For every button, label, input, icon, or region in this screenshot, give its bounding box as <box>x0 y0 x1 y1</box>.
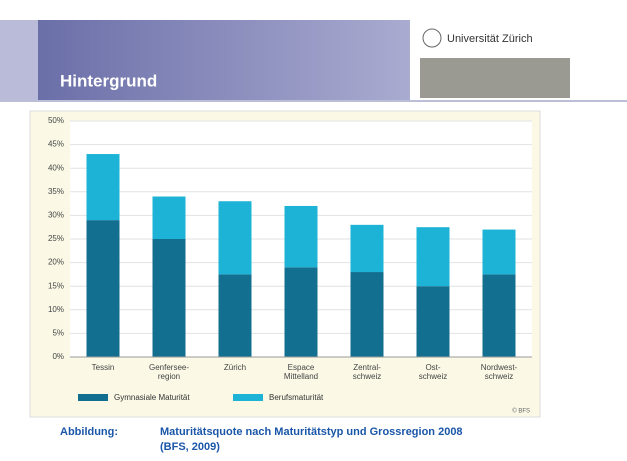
x-tick-label: Zürich <box>224 363 246 372</box>
x-tick-label: Zentral- <box>353 363 381 372</box>
logo-text: Universität Zürich <box>447 33 533 45</box>
y-tick-label: 15% <box>48 281 64 290</box>
caption: (BFS, 2009) <box>160 441 220 453</box>
y-tick-label: 35% <box>48 187 64 196</box>
logo-building <box>420 58 570 98</box>
bar-segment <box>86 154 120 221</box>
bar-segment <box>482 274 516 357</box>
slide-title: Hintergrund <box>60 71 157 90</box>
bar-segment <box>218 274 252 357</box>
header-band <box>38 20 410 100</box>
logo-seal <box>422 28 442 48</box>
bar-segment <box>152 239 186 357</box>
y-tick-label: 5% <box>52 329 64 338</box>
bar-segment <box>350 272 384 357</box>
y-tick-label: 50% <box>48 116 64 125</box>
y-tick-label: 20% <box>48 258 64 267</box>
x-tick-label: schweiz <box>485 372 513 381</box>
legend-label: Gymnasiale Maturität <box>114 393 190 402</box>
y-tick-label: 45% <box>48 140 64 149</box>
y-tick-label: 25% <box>48 234 64 243</box>
bar-segment <box>350 224 384 273</box>
y-tick-label: 10% <box>48 305 64 314</box>
x-tick-label: schweiz <box>419 372 447 381</box>
x-tick-label: region <box>158 372 180 381</box>
header-strip <box>0 20 38 100</box>
bar-segment <box>284 267 318 357</box>
legend-swatch <box>233 394 263 401</box>
y-tick-label: 0% <box>52 352 64 361</box>
x-tick-label: Ost- <box>425 363 440 372</box>
x-tick-label: schweiz <box>353 372 381 381</box>
y-tick-label: 40% <box>48 163 64 172</box>
bar-segment <box>152 196 186 239</box>
source: © BFS <box>512 408 530 415</box>
x-tick-label: Tessin <box>92 363 115 372</box>
bar-segment <box>416 227 450 287</box>
x-tick-label: Espace <box>288 363 315 372</box>
x-tick-label: Genfersee- <box>149 363 189 372</box>
y-tick-label: 30% <box>48 211 64 220</box>
bar-segment <box>416 286 450 357</box>
x-tick-label: Mittelland <box>284 372 318 381</box>
bar-segment <box>86 220 120 357</box>
legend-label: Berufsmaturität <box>269 393 324 402</box>
caption-label: Abbildung: <box>60 426 118 438</box>
bar-segment <box>284 205 318 268</box>
x-tick-label: Nordwest- <box>481 363 518 372</box>
legend-swatch <box>78 394 108 401</box>
caption: Maturitätsquote nach Maturitätstyp und G… <box>160 426 463 438</box>
bar-segment <box>218 201 252 275</box>
bar-segment <box>482 229 516 275</box>
